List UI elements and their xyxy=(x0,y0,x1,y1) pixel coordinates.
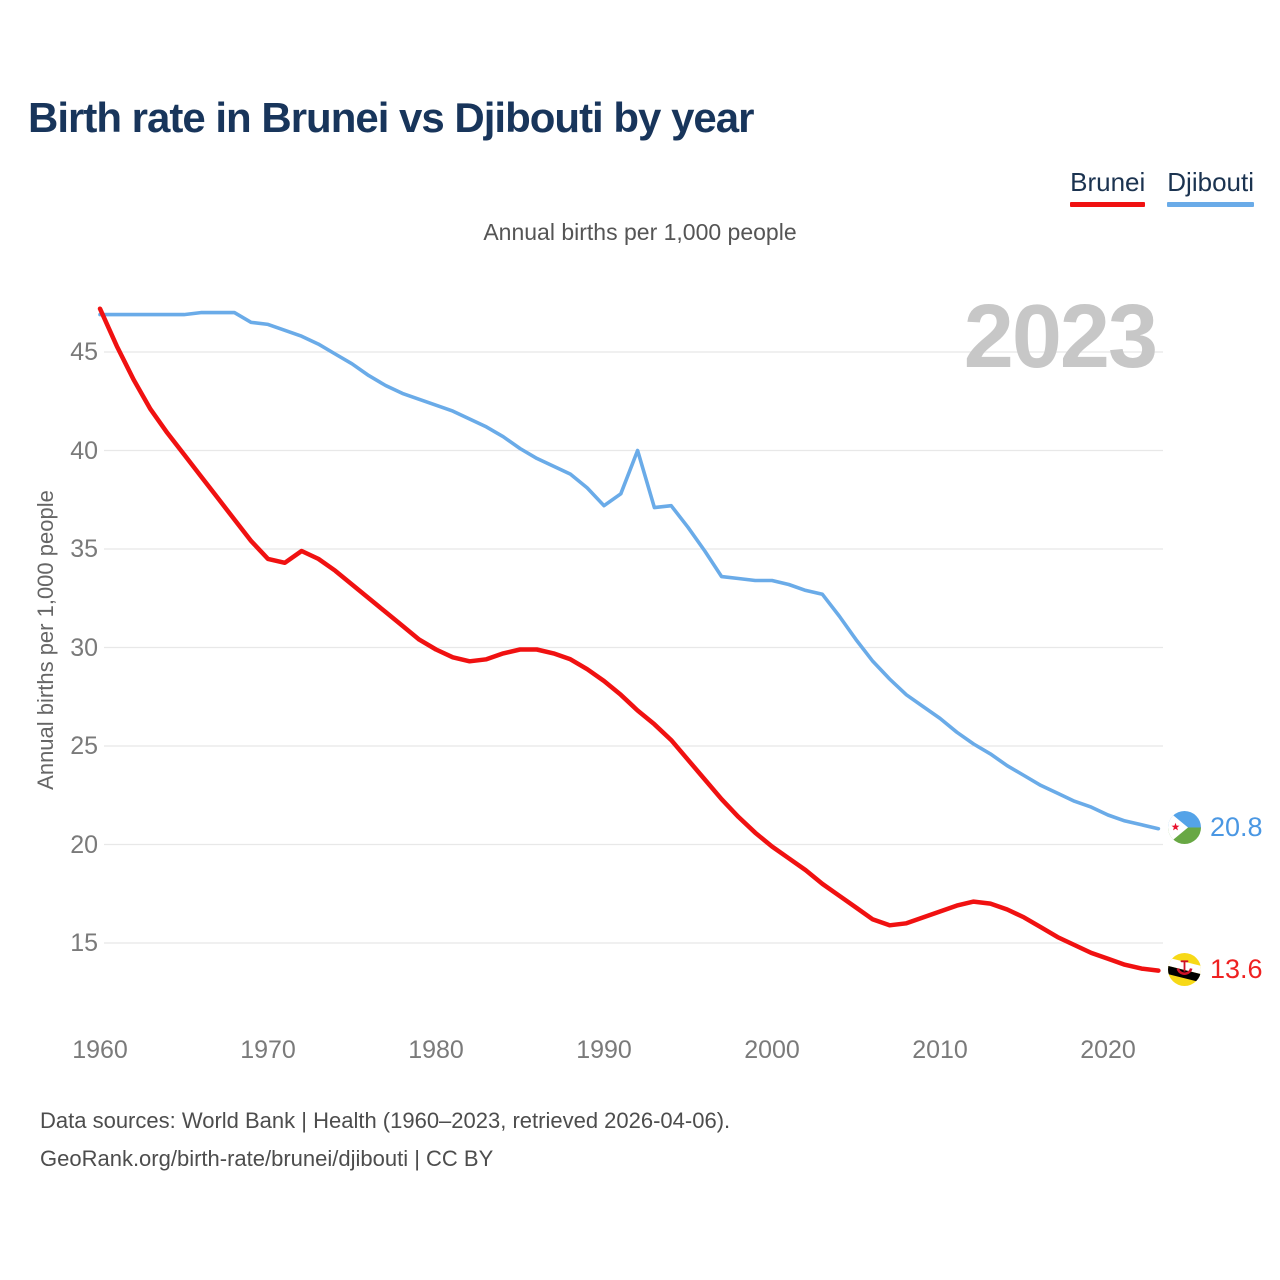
x-tick-2020: 2020 xyxy=(1080,1036,1136,1064)
legend-color-bar-brunei xyxy=(1070,202,1146,207)
djibouti-star-icon xyxy=(1171,822,1180,831)
x-tick-1970: 1970 xyxy=(240,1036,296,1064)
y-tick-45: 45 xyxy=(70,338,98,366)
footer-data-sources: Data sources: World Bank | Health (1960–… xyxy=(40,1108,731,1133)
legend-item-brunei[interactable]: Brunei xyxy=(1070,167,1146,207)
chart-subtitle: Annual births per 1,000 people xyxy=(483,219,797,245)
djibouti-flag-icon xyxy=(1168,811,1201,844)
series-line-brunei xyxy=(97,306,1161,973)
x-tick-1990: 1990 xyxy=(576,1036,632,1064)
y-tick-15: 15 xyxy=(70,929,98,957)
y-tick-40: 40 xyxy=(70,436,98,465)
footer: Data sources: World Bank | Health (1960–… xyxy=(40,1102,730,1178)
y-tick-30: 30 xyxy=(70,633,98,662)
legend-item-djibouti[interactable]: Djibouti xyxy=(1167,167,1254,207)
x-tick-2010: 2010 xyxy=(912,1036,968,1064)
end-label-brunei: 13.6 xyxy=(1168,953,1263,986)
legend-label-brunei: Brunei xyxy=(1070,167,1146,197)
legend: Brunei Djibouti xyxy=(1070,167,1254,207)
y-tick-20: 20 xyxy=(70,830,98,859)
legend-label-djibouti: Djibouti xyxy=(1167,167,1254,197)
legend-color-bar-djibouti xyxy=(1167,202,1254,207)
x-tick-1980: 1980 xyxy=(408,1036,464,1064)
page-title: Birth rate in Brunei vs Djibouti by year xyxy=(28,94,754,141)
y-tick-25: 25 xyxy=(70,732,98,760)
brunei-flag-icon xyxy=(1168,953,1201,986)
end-label-djibouti: 20.8 xyxy=(1168,811,1263,844)
djibouti-end-value: 20.8 xyxy=(1210,812,1263,842)
brunei-end-value: 13.6 xyxy=(1210,954,1263,984)
x-tick-1960: 1960 xyxy=(72,1036,128,1064)
watermark-year: 2023 xyxy=(963,287,1158,387)
brunei-crest-icon xyxy=(1176,960,1193,975)
series-line-djibouti xyxy=(98,310,1161,831)
footer-source-link[interactable]: GeoRank.org/birth-rate/brunei/djibouti |… xyxy=(40,1146,494,1171)
y-tick-35: 35 xyxy=(70,535,98,563)
x-tick-2000: 2000 xyxy=(744,1036,800,1064)
